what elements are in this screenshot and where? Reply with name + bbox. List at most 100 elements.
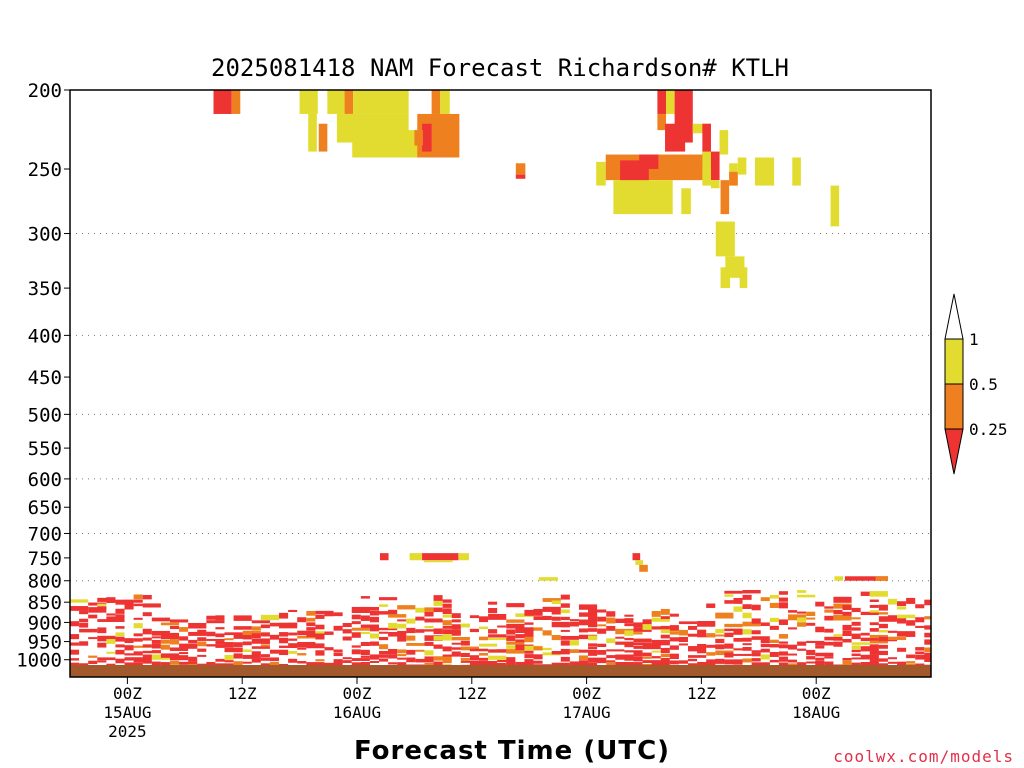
ri-cell (197, 629, 207, 636)
y-tick-label: 750 (28, 548, 62, 570)
ri-cell (515, 613, 534, 617)
ri-cell (160, 644, 170, 650)
ri-cell (151, 617, 170, 622)
ri-cell (737, 157, 747, 175)
plot-frame (69, 89, 932, 678)
ri-cell (924, 599, 931, 606)
ri-cell (715, 638, 725, 644)
ri-cell (188, 622, 207, 629)
y-tick-label: 700 (28, 523, 62, 545)
ri-cell (760, 622, 770, 626)
ri-cell (778, 659, 788, 662)
ri-cell (878, 612, 888, 615)
ri-cell (233, 626, 252, 630)
ri-cell (887, 630, 898, 633)
ri-cell (578, 604, 598, 610)
ri-cell (588, 647, 598, 650)
ri-cell (415, 629, 425, 633)
ri-cell (778, 641, 788, 644)
ri-cell (715, 629, 725, 634)
ri-cell (924, 632, 931, 638)
ri-cell (360, 641, 370, 646)
ri-cell (733, 648, 743, 651)
ri-cell (406, 643, 425, 646)
ri-cell (615, 636, 625, 639)
ri-cell (678, 660, 689, 664)
ri-cell (597, 624, 607, 627)
ri-cell (635, 560, 644, 565)
x-tick-label: 00Z (343, 684, 372, 703)
ri-cell (551, 650, 570, 655)
ri-cell (424, 662, 434, 665)
ri-cell (830, 185, 840, 227)
ri-cell (115, 619, 125, 622)
ri-cell (133, 663, 143, 666)
ri-cell (742, 658, 752, 663)
ri-cell (733, 597, 743, 604)
ri-cell (769, 652, 779, 657)
ri-cell (815, 657, 825, 661)
ri-cell (842, 624, 852, 631)
ri-cell (360, 631, 370, 635)
ri-cell (478, 626, 489, 630)
ri-cell (887, 637, 907, 641)
ri-cell (724, 623, 743, 628)
ri-cell (360, 596, 370, 599)
ri-cell (833, 596, 852, 603)
ri-cell (215, 627, 225, 630)
ri-cell (719, 130, 729, 155)
ri-cell (660, 629, 679, 634)
ri-cell (488, 613, 507, 620)
ri-cell (833, 637, 843, 641)
ri-cell (869, 622, 879, 626)
ri-cell (915, 651, 925, 655)
ri-cell (715, 658, 725, 664)
ri-cell (106, 639, 116, 644)
ri-cell (260, 644, 270, 647)
ri-cell (588, 662, 598, 667)
ri-cell (869, 599, 879, 602)
ri-cell (288, 658, 298, 663)
legend-mid-swatch (944, 383, 964, 430)
ri-cell (578, 628, 589, 633)
ri-cell (224, 638, 234, 641)
ri-cell (660, 657, 670, 664)
ri-cell (397, 623, 407, 629)
ri-cell (851, 645, 861, 650)
ri-cell (560, 640, 570, 646)
ri-cell (206, 638, 225, 641)
ri-cell (342, 660, 352, 663)
ri-cell (887, 598, 898, 605)
ri-cell (414, 130, 424, 146)
ri-cell (633, 642, 652, 646)
ri-cell (906, 597, 916, 604)
ri-cell (778, 651, 788, 656)
ri-cell (869, 640, 888, 644)
ri-cell (324, 631, 334, 635)
ri-cell (815, 645, 825, 649)
ri-cell (578, 655, 589, 661)
ri-cell (606, 617, 616, 624)
ri-cell (351, 649, 361, 655)
ri-cell (769, 602, 779, 608)
ri-cell (606, 625, 616, 631)
ri-cell (542, 647, 552, 651)
ri-cell (88, 614, 98, 619)
ri-cell (469, 648, 489, 652)
ri-cell (524, 654, 534, 659)
ri-cell (488, 629, 498, 634)
ri-cell (379, 553, 389, 561)
ri-cell (260, 657, 270, 661)
y-tick-label: 1000 (16, 650, 62, 672)
ri-cell (70, 621, 80, 627)
ri-cell (651, 617, 670, 622)
ri-cell (424, 618, 443, 623)
ri-cell (724, 590, 743, 594)
ri-cell (751, 618, 761, 624)
ri-cell (706, 662, 716, 666)
ri-cell (106, 597, 116, 603)
ri-cell (588, 628, 598, 632)
ri-cell (588, 650, 598, 656)
ri-cell (97, 627, 107, 634)
ri-cell (288, 609, 298, 612)
